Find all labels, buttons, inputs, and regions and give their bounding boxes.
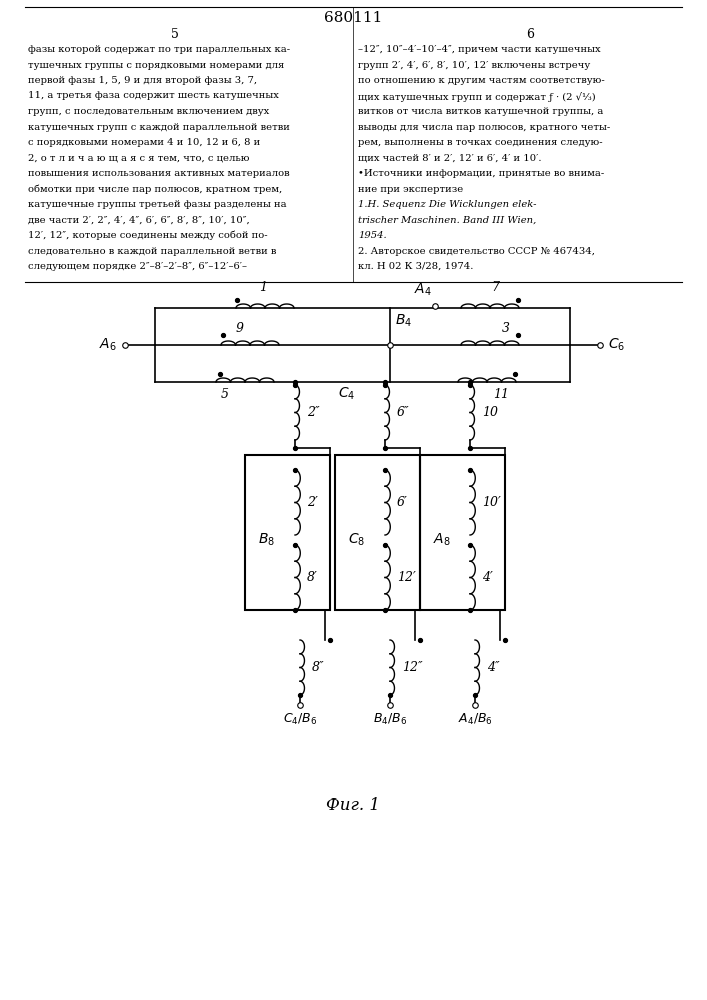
Text: первой фазы 1, 5, 9 и для второй фазы 3, 7,: первой фазы 1, 5, 9 и для второй фазы 3,…	[28, 76, 257, 85]
Text: 2′: 2′	[307, 496, 318, 509]
Text: щих катушечных групп и содержат ƒ · (2 √⅓): щих катушечных групп и содержат ƒ · (2 √…	[358, 92, 596, 102]
Text: $A_4$: $A_4$	[414, 282, 432, 298]
Text: 6′: 6′	[397, 496, 408, 509]
Text: 12′: 12′	[397, 571, 416, 584]
Text: с порядковыми номерами 4 и 10, 12 и 6, 8 и: с порядковыми номерами 4 и 10, 12 и 6, 8…	[28, 138, 260, 147]
Text: повышения использования активных материалов: повышения использования активных материа…	[28, 169, 290, 178]
Text: 11, а третья фаза содержит шесть катушечных: 11, а третья фаза содержит шесть катушеч…	[28, 92, 279, 101]
Text: 2″: 2″	[307, 406, 320, 419]
Text: групп, с последовательным включением двух: групп, с последовательным включением дву…	[28, 107, 269, 116]
Text: $B_8$: $B_8$	[259, 532, 276, 548]
Text: trischer Maschinen. Band III Wien,: trischer Maschinen. Band III Wien,	[358, 216, 536, 225]
Text: 5: 5	[221, 388, 229, 401]
Text: 1.H. Sequenz Die Wicklungen elek-: 1.H. Sequenz Die Wicklungen elek-	[358, 200, 537, 209]
Text: $C_4/B_6$: $C_4/B_6$	[283, 712, 317, 727]
Text: 3: 3	[502, 322, 510, 335]
Text: 6″: 6″	[397, 406, 409, 419]
Text: катушечных групп с каждой параллельной ветви: катушечных групп с каждой параллельной в…	[28, 122, 290, 131]
Text: две части 2′, 2″, 4′, 4″, 6′, 6″, 8′, 8″, 10′, 10″,: две части 2′, 2″, 4′, 4″, 6′, 6″, 8′, 8″…	[28, 216, 250, 225]
Bar	[245, 455, 330, 610]
Text: 7: 7	[491, 281, 499, 294]
Text: 5: 5	[171, 27, 179, 40]
Text: тушечных группы с порядковыми номерами для: тушечных группы с порядковыми номерами д…	[28, 60, 284, 70]
Text: 11: 11	[493, 388, 509, 401]
Text: 12″: 12″	[402, 661, 423, 674]
Text: 1: 1	[259, 281, 267, 294]
Bar	[335, 455, 420, 610]
Text: 680111: 680111	[324, 11, 382, 25]
Text: –12″, 10″–4′–10′–4″, причем части катушечных: –12″, 10″–4′–10′–4″, причем части катуше…	[358, 45, 601, 54]
Text: 12′, 12″, которые соединены между собой по-: 12′, 12″, которые соединены между собой …	[28, 231, 268, 240]
Text: щих частей 8′ и 2′, 12′ и 6′, 4′ и 10′.: щих частей 8′ и 2′, 12′ и 6′, 4′ и 10′.	[358, 153, 542, 162]
Text: по отношению к другим частям соответствую-: по отношению к другим частям соответству…	[358, 76, 604, 85]
Text: групп 2′, 4′, 6′, 8′, 10′, 12′ включены встречу: групп 2′, 4′, 6′, 8′, 10′, 12′ включены …	[358, 60, 590, 70]
Text: 9: 9	[236, 322, 244, 335]
Text: рем, выполнены в точках соединения следую-: рем, выполнены в точках соединения следу…	[358, 138, 602, 147]
Text: 6: 6	[526, 27, 534, 40]
Text: следовательно в каждой параллельной ветви в: следовательно в каждой параллельной ветв…	[28, 246, 276, 255]
Text: витков от числа витков катушечной группы, а: витков от числа витков катушечной группы…	[358, 107, 603, 116]
Text: $B_4/B_6$: $B_4/B_6$	[373, 712, 407, 727]
Text: 4″: 4″	[487, 661, 500, 674]
Text: 10′: 10′	[482, 496, 501, 509]
Text: $C_8$: $C_8$	[349, 532, 366, 548]
Text: Фиг. 1: Фиг. 1	[326, 796, 380, 814]
Text: 8′: 8′	[307, 571, 318, 584]
Text: 2, о т л и ч а ю щ а я с я тем, что, с целью: 2, о т л и ч а ю щ а я с я тем, что, с ц…	[28, 153, 250, 162]
Text: 8″: 8″	[312, 661, 325, 674]
Text: ние при экспертизе: ние при экспертизе	[358, 184, 463, 194]
Bar	[420, 455, 505, 610]
Text: катушечные группы третьей фазы разделены на: катушечные группы третьей фазы разделены…	[28, 200, 286, 209]
Text: следующем порядке 2″–8′–2′–8″, 6″–12′–6′–: следующем порядке 2″–8′–2′–8″, 6″–12′–6′…	[28, 262, 247, 271]
Text: 10: 10	[482, 406, 498, 419]
Text: 4′: 4′	[482, 571, 493, 584]
Text: выводы для числа пар полюсов, кратного четы-: выводы для числа пар полюсов, кратного ч…	[358, 122, 610, 131]
Text: $C_6$: $C_6$	[608, 337, 625, 353]
Text: обмотки при числе пар полюсов, кратном трем,: обмотки при числе пар полюсов, кратном т…	[28, 184, 282, 194]
Text: 2. Авторское свидетельство СССР № 467434,: 2. Авторское свидетельство СССР № 467434…	[358, 246, 595, 255]
Text: $C_4$: $C_4$	[338, 386, 355, 402]
Text: $A_4/B_6$: $A_4/B_6$	[457, 712, 493, 727]
Text: фазы которой содержат по три параллельных ка-: фазы которой содержат по три параллельны…	[28, 45, 290, 54]
Text: кл. Н 02 К 3/28, 1974.: кл. Н 02 К 3/28, 1974.	[358, 262, 474, 271]
Text: $B_4$: $B_4$	[395, 313, 412, 329]
Text: 1954.: 1954.	[358, 231, 387, 240]
Text: $A_8$: $A_8$	[433, 532, 451, 548]
Text: $A_6$: $A_6$	[99, 337, 117, 353]
Text: •Источники информации, принятые во внима-: •Источники информации, принятые во внима…	[358, 169, 604, 178]
